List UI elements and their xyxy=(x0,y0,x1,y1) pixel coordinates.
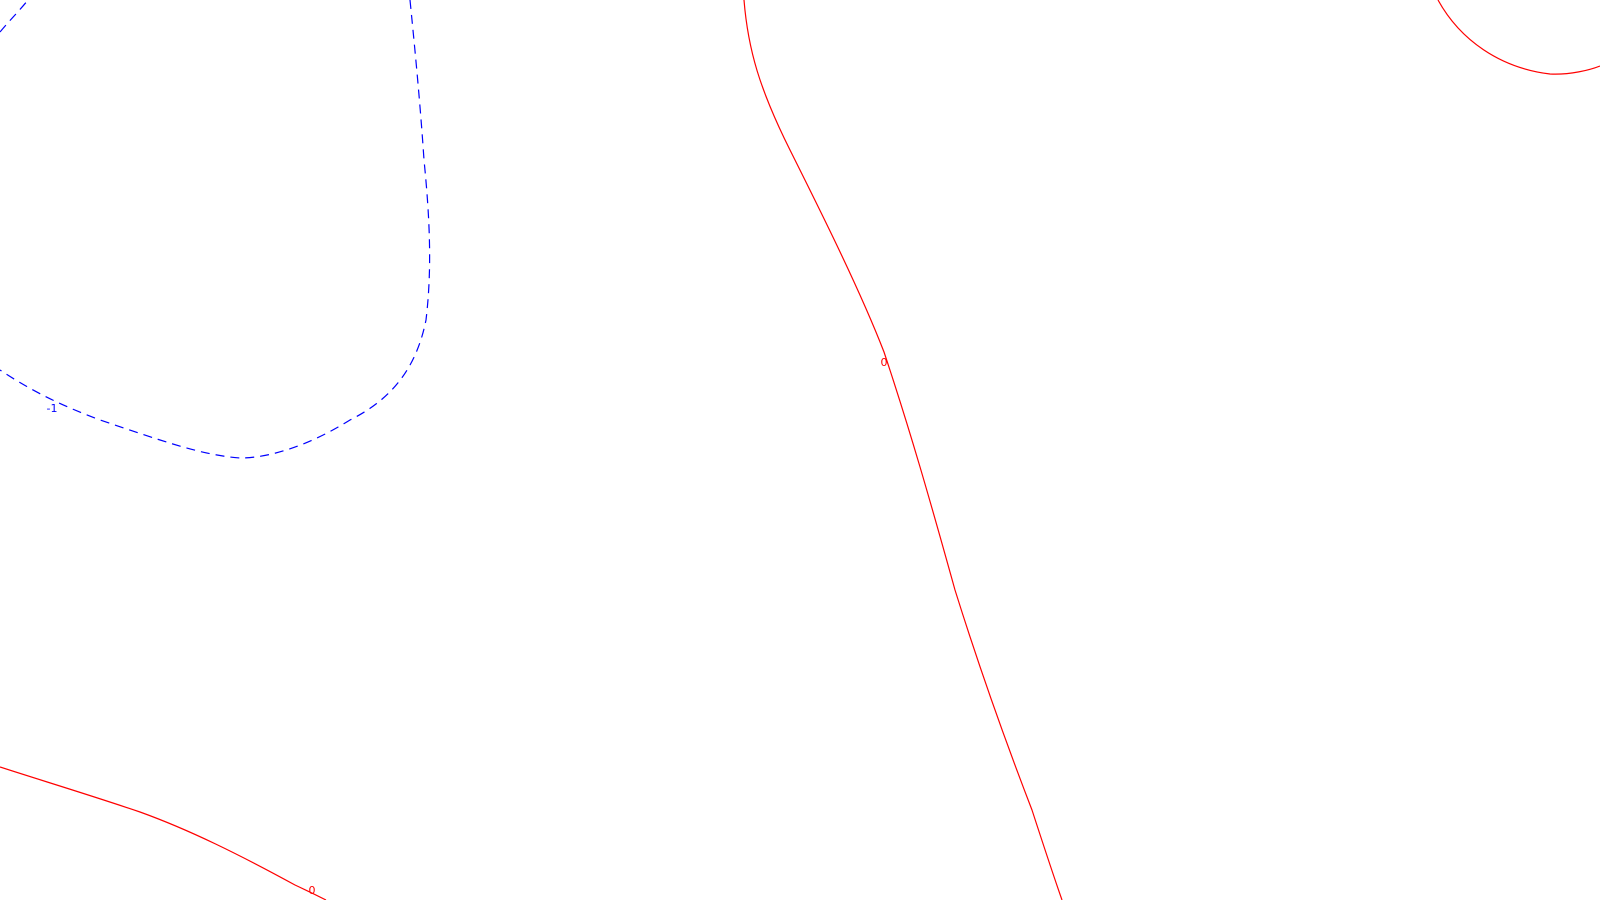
contour-line-zero-bottom-left xyxy=(0,766,327,900)
contour-line-negative-1 xyxy=(0,0,431,459)
contour-label-zero-center: 0 xyxy=(881,356,888,369)
contour-label-negative-1: -1 xyxy=(47,402,58,415)
contour-label-zero-bottom-left: 0 xyxy=(309,884,316,897)
contour-line-zero-center xyxy=(743,0,1063,900)
contour-line-zero-top-right xyxy=(1437,0,1600,75)
